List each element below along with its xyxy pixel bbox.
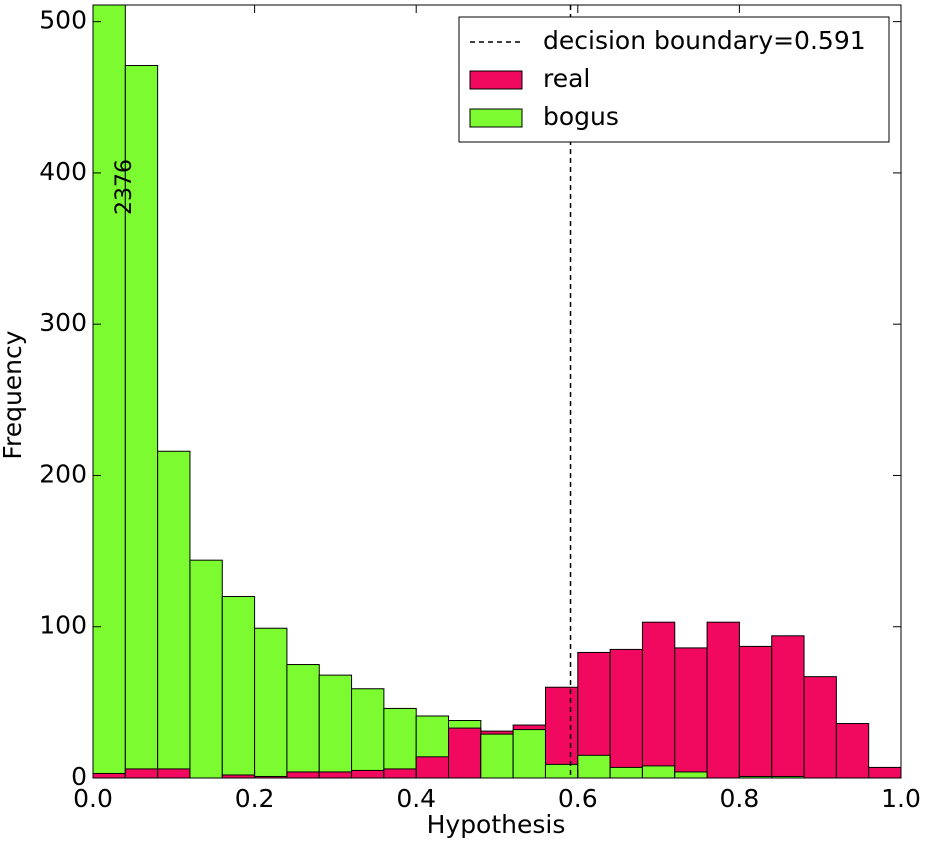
bar [415, 756, 450, 778]
bar [641, 765, 676, 778]
bar [286, 771, 320, 778]
bar [286, 664, 320, 778]
bar [706, 621, 740, 778]
legend-label: bogus [543, 102, 619, 131]
bar [318, 771, 353, 778]
bar [835, 723, 870, 778]
x-tick-label: 0.2 [235, 784, 275, 813]
bar [93, 772, 126, 778]
bar [351, 688, 385, 778]
bar [544, 763, 579, 778]
bar [383, 707, 417, 778]
bar [157, 450, 191, 778]
y-tick-label: 300 [39, 308, 87, 337]
y-tick-label: 400 [39, 157, 87, 186]
bar [609, 766, 643, 778]
x-tick-label: 0.6 [558, 784, 598, 813]
legend-label: real [543, 64, 590, 93]
bar [738, 645, 773, 778]
legend-box [458, 16, 890, 143]
bar [641, 621, 676, 778]
bar [318, 674, 353, 778]
bar [609, 648, 643, 778]
bar [674, 771, 708, 778]
x-tick-label: 1.0 [881, 784, 921, 813]
bar [124, 65, 159, 778]
bar [674, 647, 708, 778]
plot-area [93, 5, 901, 778]
bar [512, 729, 546, 778]
plot-frame [92, 4, 902, 779]
legend-swatch [469, 70, 523, 90]
bar-value-label: 2376 [112, 159, 137, 215]
bar [93, 5, 126, 778]
x-tick-label: 0.4 [396, 784, 436, 813]
bar [383, 768, 417, 778]
bar [771, 635, 805, 778]
bar [868, 766, 901, 778]
bar [448, 727, 482, 778]
y-axis-label: Frequency [0, 330, 27, 459]
bar [351, 769, 385, 778]
legend-label: decision boundary=0.591 [543, 26, 866, 55]
bar [577, 754, 611, 778]
bar [157, 768, 191, 778]
y-tick-label: 200 [39, 459, 87, 488]
bar [124, 768, 159, 778]
x-tick-label: 0.0 [73, 784, 113, 813]
legend-swatch [469, 108, 523, 128]
bar [189, 559, 223, 778]
bar [803, 676, 837, 778]
bar [254, 627, 288, 778]
bar [480, 733, 514, 778]
y-tick-label: 100 [39, 611, 87, 640]
x-tick-label: 0.8 [720, 784, 760, 813]
x-axis-label: Hypothesis [427, 810, 566, 839]
bar [221, 595, 256, 778]
y-tick-label: 0 [71, 762, 87, 791]
y-tick-label: 500 [39, 6, 87, 35]
